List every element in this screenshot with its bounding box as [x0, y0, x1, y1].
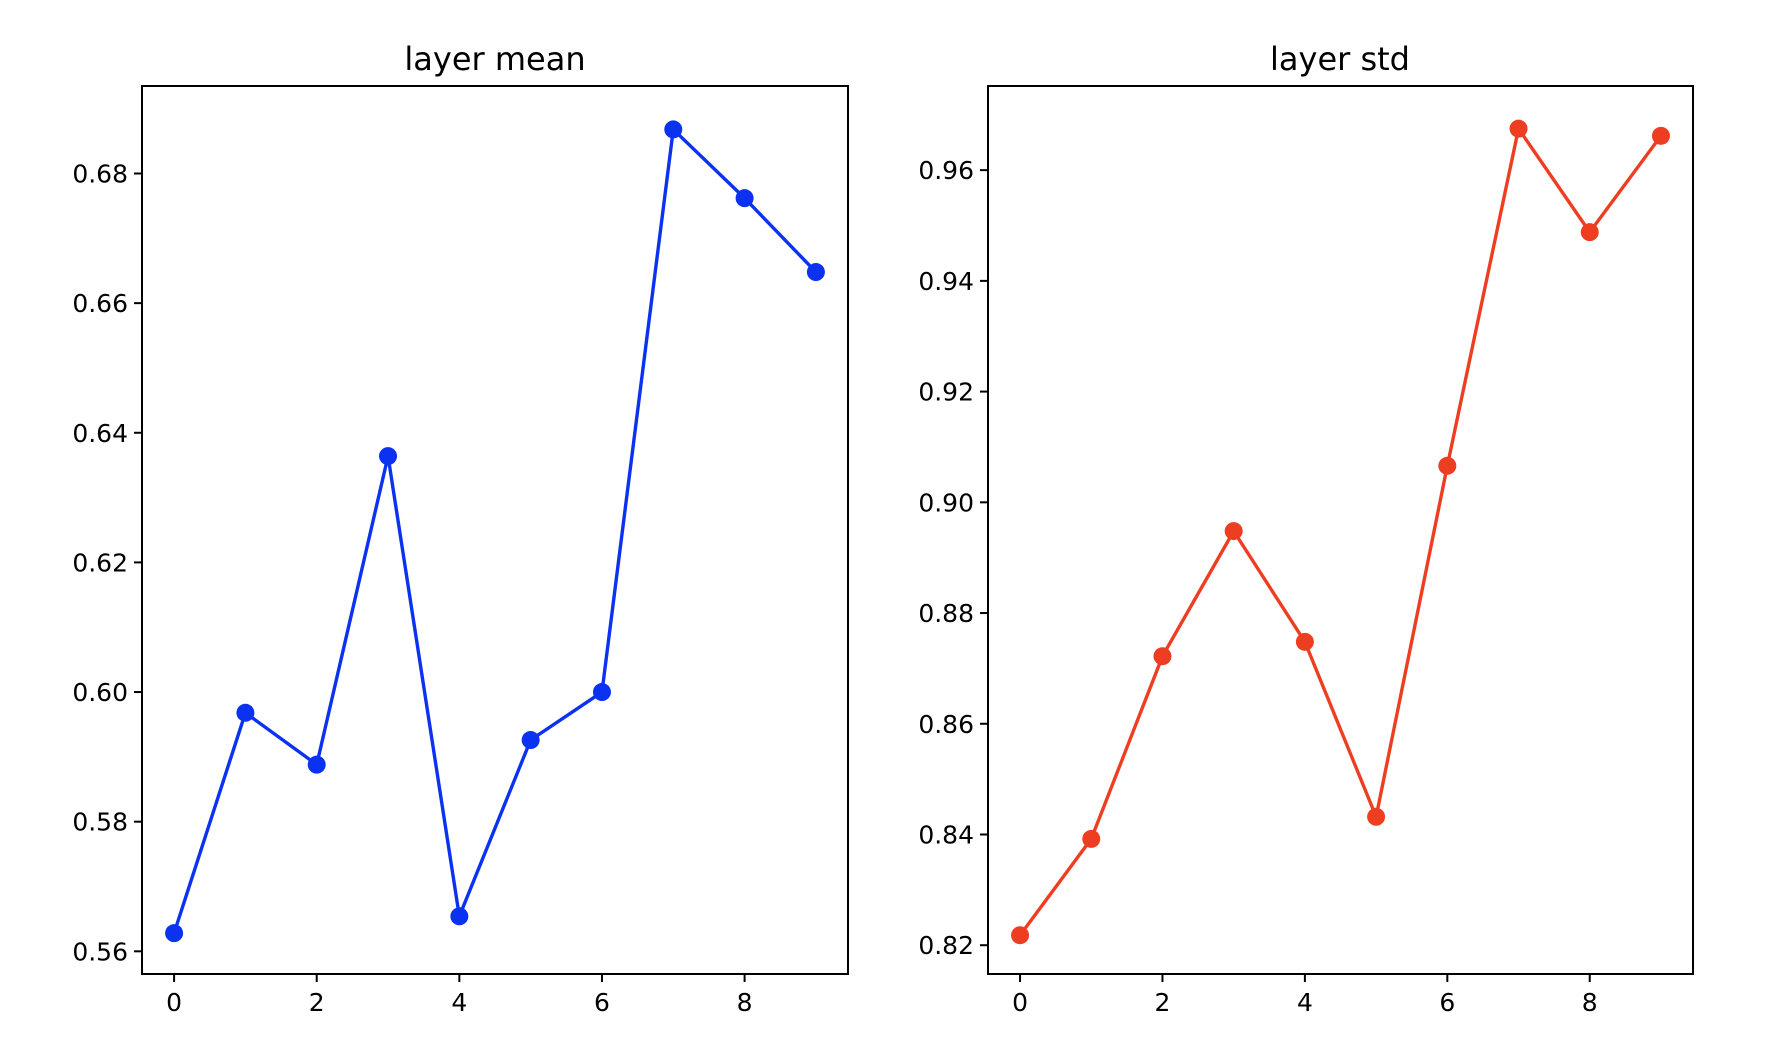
layer-std-data-point [1509, 119, 1528, 138]
layer-mean-data-point [735, 189, 754, 208]
layer-std-y-tick-label: 0.90 [918, 488, 974, 517]
layer-mean-panel: layer mean 0 2 4 6 8 0.56 0.58 0.60 0.62 0.64 0.6… [72, 40, 849, 1017]
layer-std-data-point [1011, 926, 1030, 945]
layer-std-y-tick-label: 0.96 [918, 156, 974, 185]
layer-mean-series [165, 120, 825, 943]
layer-mean-x-tick-label: 0 [166, 988, 182, 1017]
layer-std-x-tick-label: 4 [1297, 988, 1313, 1017]
layer-mean-title: layer mean [404, 40, 585, 78]
layer-std-data-point [1224, 522, 1243, 541]
layer-std-series [1011, 119, 1670, 945]
layer-mean-axes-frame [141, 85, 849, 975]
layer-mean-y-ticks: 0.56 0.58 0.60 0.62 0.64 0.66 0.68 [72, 160, 142, 966]
layer-mean-data-point [307, 755, 326, 774]
layer-std-x-tick-label: 0 [1012, 988, 1028, 1017]
layer-mean-y-tick-label: 0.68 [72, 160, 128, 189]
layer-std-panel: layer std 0 2 4 6 8 0.82 0.84 0.86 0.88 0.90 0.92… [918, 40, 1694, 1017]
layer-std-y-tick-label: 0.86 [918, 710, 974, 739]
layer-std-x-tick-label: 8 [1582, 988, 1598, 1017]
layer-mean-y-tick-label: 0.60 [72, 678, 128, 707]
layer-std-axes-frame [987, 85, 1694, 975]
layer-std-x-ticks: 0 2 4 6 8 [1012, 974, 1598, 1017]
layer-mean-y-tick-label: 0.62 [72, 548, 128, 577]
layer-std-data-point [1651, 126, 1670, 145]
layer-mean-x-tick-label: 4 [451, 988, 467, 1017]
layer-std-y-tick-label: 0.84 [918, 820, 974, 849]
layer-mean-data-point [806, 263, 825, 282]
layer-std-data-point [1438, 456, 1457, 475]
layer-mean-x-tick-label: 2 [309, 988, 325, 1017]
layer-mean-y-tick-label: 0.58 [72, 808, 128, 837]
layer-std-y-tick-label: 0.92 [918, 378, 974, 407]
layer-mean-data-point [521, 731, 540, 750]
layer-mean-data-point [664, 120, 683, 139]
layer-mean-data-point [165, 924, 184, 943]
layer-mean-data-point [450, 907, 469, 926]
layer-std-y-tick-label: 0.88 [918, 599, 974, 628]
layer-std-data-point [1295, 632, 1314, 651]
layer-std-series-line [1018, 126, 1663, 937]
layer-mean-y-tick-label: 0.66 [72, 289, 128, 318]
layer-mean-x-tick-label: 8 [737, 988, 753, 1017]
layer-std-data-point [1082, 829, 1101, 848]
layer-std-y-ticks: 0.82 0.84 0.86 0.88 0.90 0.92 0.94 0.96 [918, 156, 988, 960]
layer-std-y-tick-label: 0.94 [918, 267, 974, 296]
layer-std-y-tick-label: 0.82 [918, 931, 974, 960]
layer-std-data-point [1153, 647, 1172, 666]
layer-mean-data-point [592, 683, 611, 702]
layer-mean-series-line [172, 127, 818, 934]
layer-mean-data-point [379, 447, 398, 466]
layer-std-data-point [1367, 807, 1386, 826]
layer-std-x-tick-label: 2 [1155, 988, 1171, 1017]
layer-std-title: layer std [1270, 40, 1410, 78]
layer-std-x-tick-label: 6 [1439, 988, 1455, 1017]
layer-std-data-point [1580, 223, 1599, 242]
layer-mean-x-ticks: 0 2 4 6 8 [166, 974, 753, 1017]
layer-mean-y-tick-label: 0.56 [72, 937, 128, 966]
layer-mean-data-point [236, 703, 255, 722]
layer-mean-x-tick-label: 6 [594, 988, 610, 1017]
layer-mean-y-tick-label: 0.64 [72, 419, 128, 448]
